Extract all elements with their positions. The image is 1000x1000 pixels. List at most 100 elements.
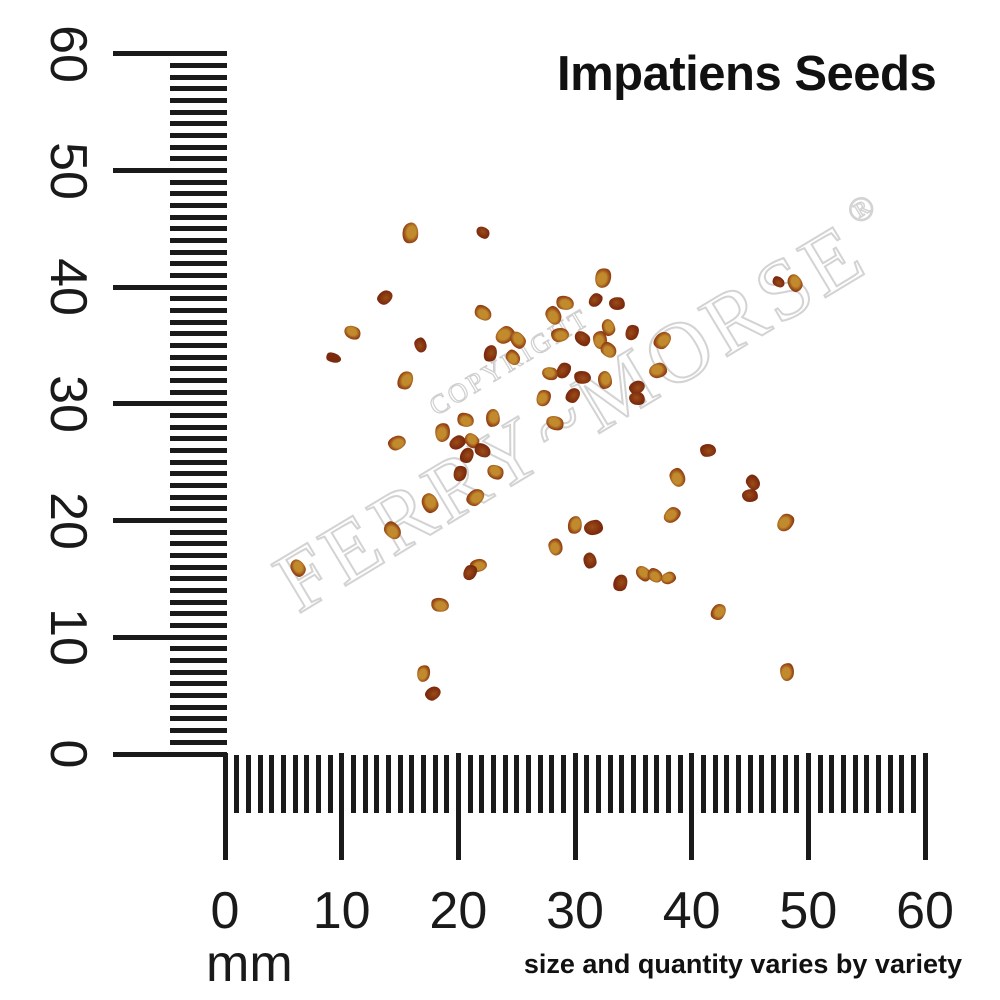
ruler-tick-minor	[170, 308, 227, 314]
ruler-tick-major	[113, 634, 227, 640]
ruler-tick-minor	[170, 471, 227, 477]
ruler-tick-minor	[840, 755, 846, 813]
ruler-tick-minor	[170, 494, 227, 500]
ruler-tick-minor	[397, 755, 403, 813]
ruler-tick-minor	[170, 121, 227, 127]
ruler-tick-minor	[170, 203, 227, 209]
ruler-tick-minor	[170, 86, 227, 92]
ruler-tick-minor	[170, 226, 227, 232]
ruler-tick-minor	[170, 529, 227, 535]
ruler-tick-minor	[170, 564, 227, 570]
ruler-tick-major	[572, 753, 578, 860]
ruler-tick-minor	[910, 755, 916, 813]
ruler-tick-minor	[362, 755, 368, 813]
ruler-tick-minor	[170, 343, 227, 349]
ruler-tick-minor	[170, 296, 227, 302]
ruler-tick-minor	[759, 755, 765, 813]
horizontal-ruler-label: 0	[210, 882, 240, 940]
ruler-tick-minor	[735, 755, 741, 813]
ruler-tick-minor	[700, 755, 706, 813]
ruler-tick-minor	[677, 755, 683, 813]
ruler-tick-minor	[170, 144, 227, 150]
ruler-tick-minor	[170, 389, 227, 395]
ruler-tick-minor	[170, 179, 227, 185]
ruler-tick-minor	[170, 98, 227, 104]
ruler-tick-minor	[864, 755, 870, 813]
ruler-tick-major	[339, 753, 345, 860]
ruler-tick-minor	[829, 755, 835, 813]
ruler-tick-major	[113, 51, 227, 57]
ruler-tick-minor	[170, 658, 227, 664]
horizontal-ruler-label: 50	[779, 882, 838, 940]
ruler-tick-minor	[584, 755, 590, 813]
ruler-tick-minor	[170, 739, 227, 745]
ruler-tick-minor	[327, 755, 333, 813]
horizontal-ruler-label: 20	[429, 882, 488, 940]
ruler-tick-minor	[899, 755, 905, 813]
ruler-tick-minor	[170, 541, 227, 547]
ruler-tick-minor	[595, 755, 601, 813]
ruler-tick-minor	[280, 755, 286, 813]
ruler-tick-minor	[170, 331, 227, 337]
ruler-tick-minor	[170, 238, 227, 244]
ruler-tick-minor	[782, 755, 788, 813]
ruler-tick-minor	[560, 755, 566, 813]
ruler-tick-minor	[420, 755, 426, 813]
ruler-tick-minor	[170, 378, 227, 384]
ruler-tick-major	[455, 753, 461, 860]
ruler-tick-minor	[642, 755, 648, 813]
horizontal-ruler-label: 30	[546, 882, 604, 940]
ruler-tick-minor	[170, 424, 227, 430]
ruler-tick-minor	[385, 755, 391, 813]
ruler-tick-minor	[170, 436, 227, 442]
ruler-tick-minor	[817, 755, 823, 813]
ruler-tick-minor	[170, 646, 227, 652]
ruler-tick-minor	[170, 413, 227, 419]
ruler-tick-minor	[875, 755, 881, 813]
ruler-tick-minor	[444, 755, 450, 813]
ruler-tick-major	[113, 401, 227, 407]
ruler-tick-minor	[170, 366, 227, 372]
ruler-tick-minor	[712, 755, 718, 813]
ruler-tick-minor	[409, 755, 415, 813]
ruler-tick-minor	[170, 611, 227, 617]
ruler-tick-major	[113, 518, 227, 524]
ruler-tick-minor	[170, 693, 227, 699]
ruler-tick-minor	[852, 755, 858, 813]
ruler-tick-minor	[170, 599, 227, 605]
ruler-tick-minor	[630, 755, 636, 813]
ruler-tick-minor	[170, 273, 227, 279]
ruler-tick-minor	[304, 755, 310, 813]
ruler-tick-minor	[170, 728, 227, 734]
ruler-tick-minor	[502, 755, 508, 813]
horizontal-ruler-label: 60	[896, 882, 954, 940]
ruler-tick-minor	[170, 553, 227, 559]
ruler-tick-minor	[350, 755, 356, 813]
ruler-tick-minor	[170, 576, 227, 582]
ruler-tick-minor	[170, 448, 227, 454]
horizontal-ruler-label: 10	[312, 882, 371, 940]
ruler-tick-minor	[170, 623, 227, 629]
ruler-tick-minor	[170, 704, 227, 710]
ruler-tick-minor	[269, 755, 275, 813]
ruler-tick-minor	[432, 755, 438, 813]
unit-label: mm	[206, 935, 293, 993]
ruler-tick-minor	[170, 354, 227, 360]
ruler-tick-minor	[724, 755, 730, 813]
ruler-tick-minor	[234, 755, 240, 813]
ruler-tick-minor	[170, 716, 227, 722]
ruler-tick-minor	[170, 133, 227, 139]
ruler-tick-major	[805, 753, 811, 860]
ruler-tick-minor	[170, 63, 227, 69]
ruler-tick-major	[222, 753, 228, 860]
ruler-tick-minor	[170, 483, 227, 489]
ruler-tick-minor	[490, 755, 496, 813]
ruler-tick-minor	[747, 755, 753, 813]
ruler-tick-minor	[170, 506, 227, 512]
size-disclaimer: size and quantity varies by variety	[523, 949, 962, 979]
ruler-tick-minor	[374, 755, 380, 813]
ruler-tick-major	[922, 753, 928, 860]
ruler-tick-minor	[794, 755, 800, 813]
